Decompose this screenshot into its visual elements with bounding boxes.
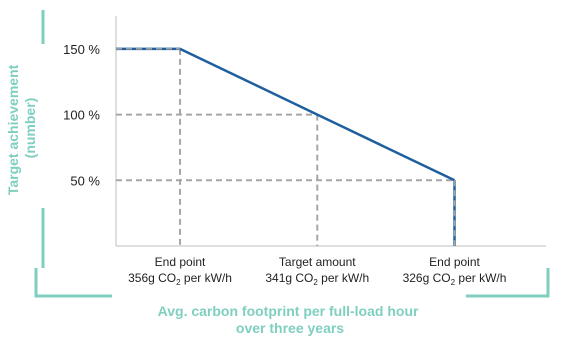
y-tick-label-2: 50 % (70, 173, 100, 188)
y-axis-title-line-1: Target achievement (5, 64, 21, 195)
y-axis-title-line-2: (number) (22, 98, 38, 159)
x-category-unit-suffix: per kW/h (181, 271, 232, 285)
x-category-unit-suffix: per kW/h (318, 271, 369, 285)
x-category-unit-prefix: 356g CO (128, 271, 176, 285)
x-category-unit-prefix: 341g CO (265, 271, 313, 285)
x-category-unit-prefix: 326g CO (403, 271, 451, 285)
x-category-unit-suffix: per kW/h (455, 271, 506, 285)
x-category-unit-1: 341g CO2 per kW/h (265, 271, 369, 287)
x-category-unit-subscript: 2 (313, 278, 318, 287)
y-tick-label-0: 150 % (63, 42, 100, 57)
x-axis-title-line-2: over three years (236, 320, 344, 336)
x-axis-bracket (34, 268, 550, 298)
x-category-unit-2: 326g CO2 per kW/h (403, 271, 507, 287)
y-axis-title: Target achievement (number) (5, 61, 38, 195)
x-axis-title: Avg. carbon footprint per full-load hour… (158, 303, 423, 336)
x-axis-title-line-1: Avg. carbon footprint per full-load hour (158, 303, 419, 319)
x-category-unit-0: 356g CO2 per kW/h (128, 271, 232, 287)
x-category-unit-subscript: 2 (451, 278, 456, 287)
x-category-unit-subscript: 2 (176, 278, 181, 287)
x-category-name-2: End point (429, 255, 480, 269)
y-tick-label-1: 100 % (63, 108, 100, 123)
x-category-name-1: Target amount (279, 255, 356, 269)
x-category-name-0: End point (155, 255, 206, 269)
